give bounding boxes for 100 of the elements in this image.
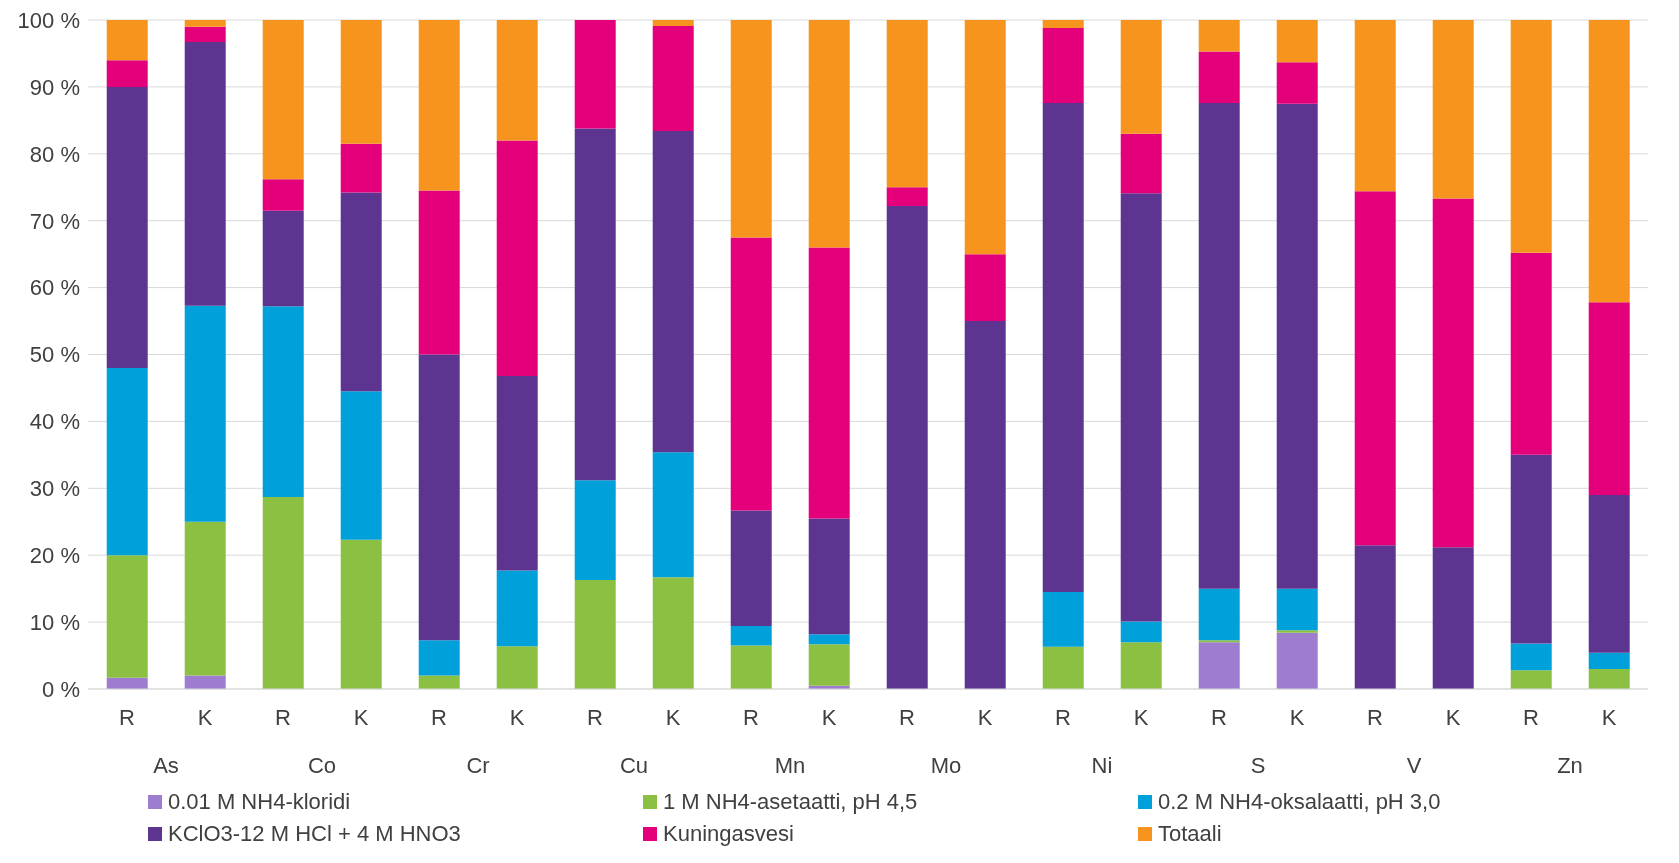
bar [808,644,850,686]
bar [1510,20,1552,253]
bar [340,143,382,193]
bar [1042,646,1084,689]
bar [1588,668,1630,689]
x-tick-label: R [1367,705,1383,730]
x-tick-label: R [1211,705,1227,730]
legend-label: Kuningasvesi [663,821,794,847]
bar [808,634,850,645]
bar [1042,20,1084,29]
x-tick-label: K [1445,705,1461,730]
bar [1432,20,1474,199]
bar [184,305,226,522]
bar [808,247,850,519]
bar [340,391,382,540]
text: Mo [930,753,962,778]
bar [1198,588,1240,641]
bar [1432,198,1474,548]
y-tick-label: 40 % [29,409,80,435]
bar [184,521,226,676]
bar [1276,588,1318,631]
y-tick-label: 80 % [29,141,80,167]
bar [106,20,148,61]
y-tick-label: 90 % [29,74,80,100]
bar [1510,454,1552,644]
bar [652,26,694,132]
bar [730,626,772,646]
bar [418,675,460,689]
bar [106,60,148,87]
bar [1510,670,1552,689]
text: S [1250,753,1266,778]
bar [964,321,1006,689]
x-tick-label: K [509,705,525,730]
bar [262,497,304,689]
bar [340,539,382,689]
bar [1276,630,1318,633]
bar [106,555,148,678]
x-tick-label: K [1601,705,1617,730]
bar [1354,545,1396,689]
bar [1042,28,1084,103]
bar [730,645,772,689]
bar [1354,20,1396,192]
text: Co [307,753,337,778]
y-tick-label: 70 % [29,208,80,234]
bar [1588,20,1630,303]
bar [1276,62,1318,104]
bar [496,646,538,689]
bar [262,179,304,211]
bar [1120,133,1162,194]
bar [262,210,304,307]
bar [1588,494,1630,653]
bar [1042,102,1084,592]
legend-label: 1 M NH4-asetaatti, pH 4,5 [663,789,918,815]
bar [1432,547,1474,689]
text: Zn [1557,753,1583,778]
y-tick-label: 50 % [29,342,80,368]
bar [574,128,616,481]
bar [184,42,226,306]
bar [496,140,538,376]
x-tick-label: K [1133,705,1149,730]
bar [730,20,772,238]
bar [652,577,694,689]
bar [1276,103,1318,589]
legend-label: 0.2 M NH4-oksalaatti, pH 3,0 [1158,789,1441,815]
bar [184,20,226,27]
bar [1120,642,1162,689]
bar [340,192,382,392]
bar [184,675,226,689]
bar [418,20,460,191]
bar [1042,592,1084,647]
bar [1198,51,1240,103]
legend-label: Totaali [1158,821,1222,847]
x-tick-label: R [743,705,759,730]
x-tick-label: R [119,705,135,730]
bar [574,480,616,580]
legend-label: 0.01 M NH4-kloridi [168,789,351,815]
bar [886,20,928,188]
bar [1276,20,1318,63]
text: Ni [1091,753,1113,778]
bar [262,20,304,180]
bar [496,375,538,571]
bar [886,205,928,689]
bar [964,254,1006,322]
bar [1198,642,1240,689]
bar [340,20,382,144]
x-tick-label: R [431,705,447,730]
bar [1120,193,1162,622]
bar [652,20,694,27]
bar [1120,20,1162,134]
y-tick-label: 10 % [29,609,80,635]
x-tick-label: K [197,705,213,730]
x-tick-label: K [1289,705,1305,730]
bar [418,190,460,355]
bar [262,306,304,497]
text: As [153,753,179,778]
bar [1354,191,1396,546]
bar [418,640,460,676]
x-tick-label: R [1055,705,1071,730]
bar [106,86,148,368]
y-tick-label: 100 % [17,7,80,33]
